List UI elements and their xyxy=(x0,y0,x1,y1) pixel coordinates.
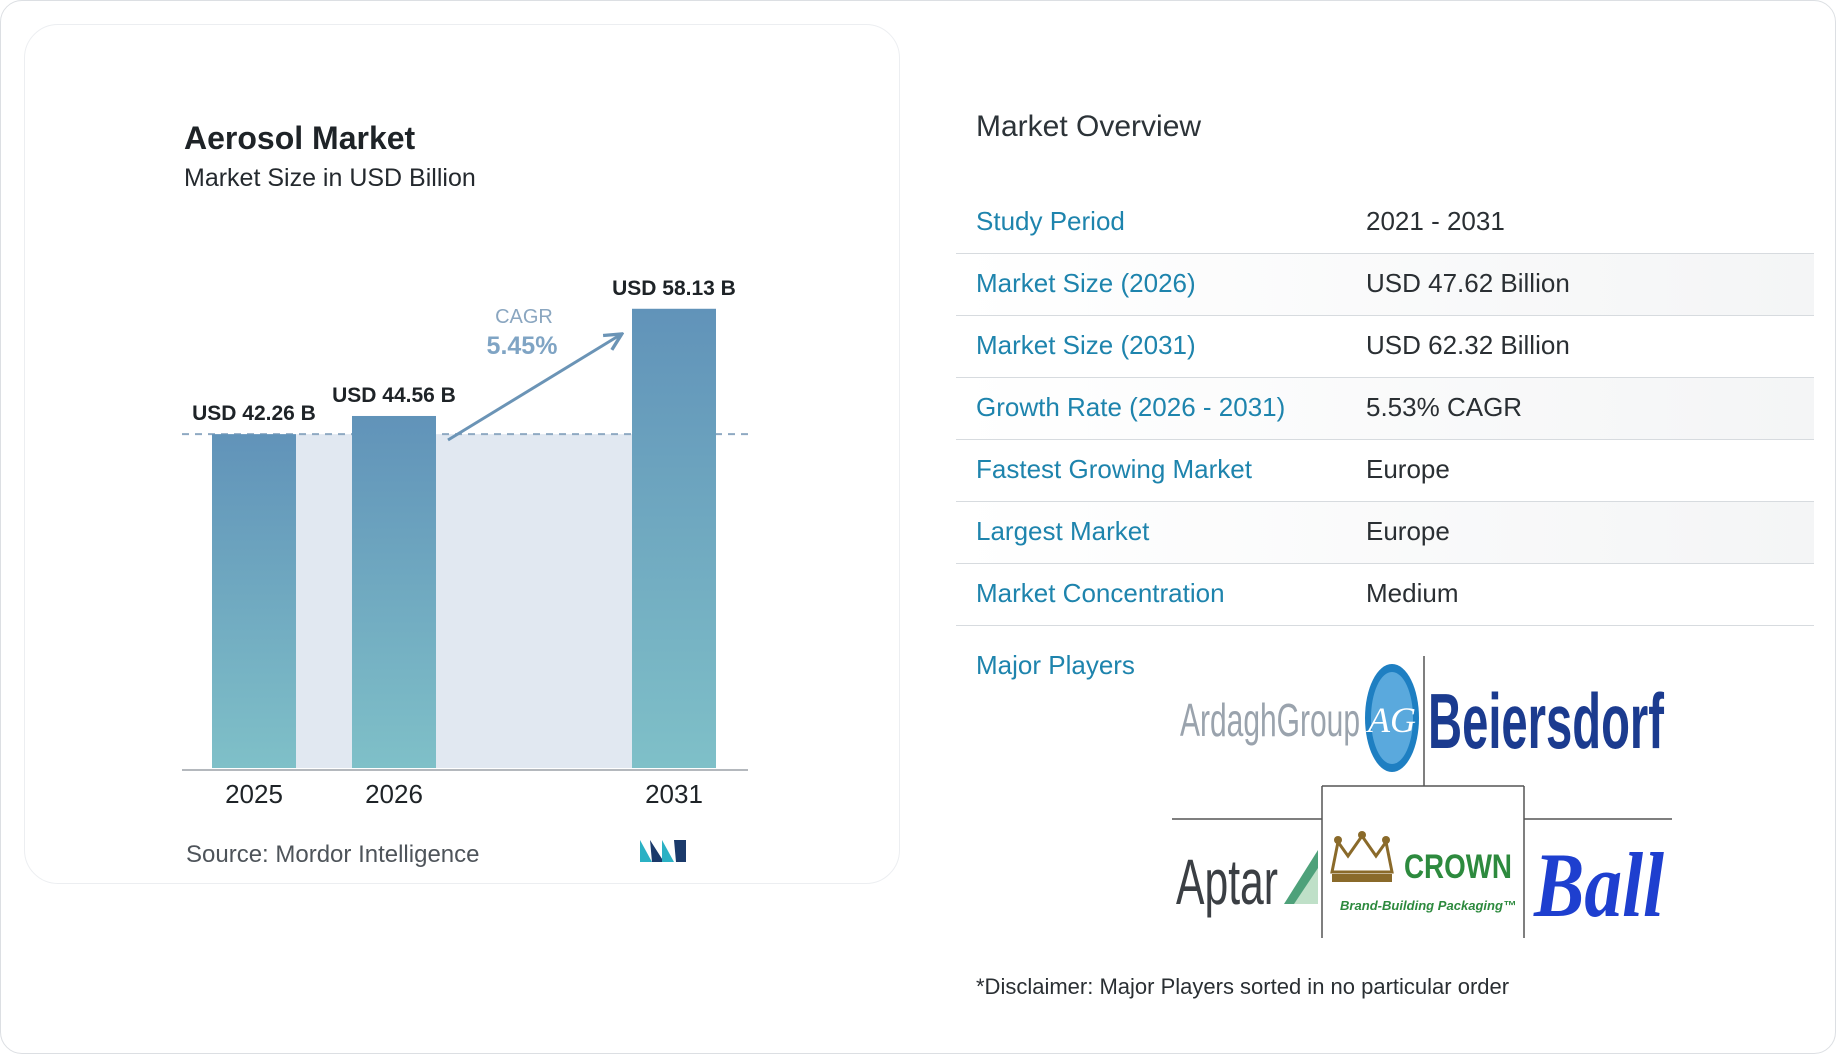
bar-chart: USD 42.26 B 2025 USD 44.56 B 2026 USD 58.13 … xyxy=(182,277,750,809)
chart-source: Source: Mordor Intelligence xyxy=(186,841,480,868)
mordor-intelligence-logo-icon xyxy=(640,840,686,862)
row-label: Study Period xyxy=(976,206,1125,236)
chart-subtitle: Market Size in USD Billion xyxy=(184,164,476,192)
svg-text:Brand-Building Packaging™: Brand-Building Packaging™ xyxy=(1340,898,1516,913)
row-label: Market Size (2031) xyxy=(976,330,1196,360)
bar-2026 xyxy=(352,415,436,768)
row-value: USD 62.32 Billion xyxy=(1366,330,1570,360)
value-label-2026: USD 44.56 B xyxy=(332,384,456,407)
value-label-2025: USD 42.26 B xyxy=(192,402,316,425)
ball-logo: Ball xyxy=(1533,834,1664,936)
svg-text:CROWN: CROWN xyxy=(1404,848,1512,886)
overview-row: Largest Market Europe xyxy=(956,502,1814,564)
svg-text:AG: AG xyxy=(1366,700,1416,740)
row-label: Market Concentration xyxy=(976,578,1225,608)
row-label: Fastest Growing Market xyxy=(976,454,1252,484)
row-label: Market Size (2026) xyxy=(976,268,1196,298)
ardagh-group-logo: ArdaghGroup AG xyxy=(1180,664,1419,772)
overview-row: Growth Rate (2026 - 2031) 5.53% CAGR xyxy=(956,378,1814,440)
svg-text:Aptar: Aptar xyxy=(1176,846,1278,918)
row-label: Growth Rate (2026 - 2031) xyxy=(976,392,1286,422)
disclaimer-text: *Disclaimer: Major Players sorted in no … xyxy=(976,974,1510,999)
row-value: Medium xyxy=(1366,578,1459,608)
row-value: USD 47.62 Billion xyxy=(1366,268,1570,298)
major-players-label: Major Players xyxy=(976,650,1135,680)
overview-row: Study Period 2021 - 2031 xyxy=(956,192,1814,254)
overview-row: Fastest Growing Market Europe xyxy=(956,440,1814,502)
bar-2031 xyxy=(632,308,716,768)
row-value: 2021 - 2031 xyxy=(1366,206,1505,236)
bar-2025 xyxy=(212,434,296,768)
row-value: Europe xyxy=(1366,454,1450,484)
row-value: 5.53% CAGR xyxy=(1366,392,1523,422)
cagr-annotation: CAGR 5.45% xyxy=(447,306,620,442)
crown-logo: CROWN Brand-Building Packaging™ xyxy=(1330,831,1516,913)
x-tick-label-2025: 2025 xyxy=(225,779,283,809)
beiersdorf-logo: Beiersdorf xyxy=(1428,677,1665,765)
aptar-logo: Aptar xyxy=(1176,846,1318,918)
cagr-label: CAGR xyxy=(495,306,553,328)
overview-table: Study Period 2021 - 2031 Market Size (20… xyxy=(956,192,1814,626)
cagr-arrow xyxy=(447,335,620,442)
major-players-logos: ArdaghGroup AG Beiersdorf Aptar CROWN Br… xyxy=(1172,656,1672,938)
x-tick-label-2026: 2026 xyxy=(365,779,423,809)
overview-row: Market Size (2026) USD 47.62 Billion xyxy=(956,254,1814,316)
row-value: Europe xyxy=(1366,516,1450,546)
value-label-2031: USD 58.13 B xyxy=(612,277,736,300)
svg-text:ArdaghGroup: ArdaghGroup xyxy=(1180,694,1360,746)
overview-title: Market Overview xyxy=(976,110,1202,143)
x-tick-label-2031: 2031 xyxy=(645,779,703,809)
cagr-value: 5.45% xyxy=(487,332,558,360)
chart-title: Aerosol Market xyxy=(184,120,416,156)
overview-row: Market Concentration Medium xyxy=(956,564,1814,626)
row-label: Largest Market xyxy=(976,516,1150,546)
overview-row: Market Size (2031) USD 62.32 Billion xyxy=(956,316,1814,378)
